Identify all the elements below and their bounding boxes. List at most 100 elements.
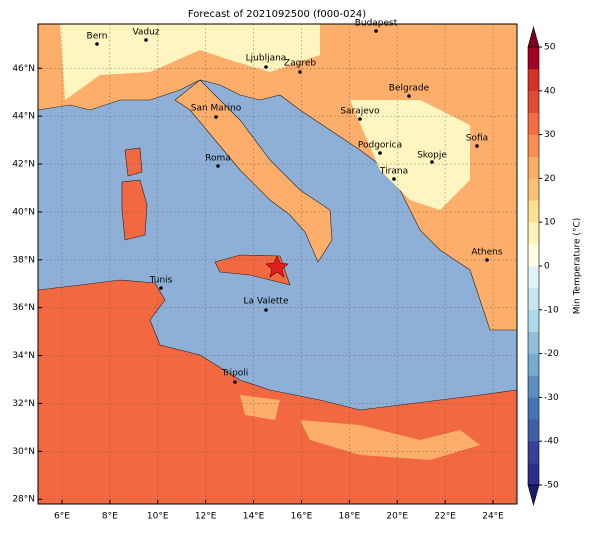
- city-dot: [298, 70, 302, 74]
- city-label: Budapest: [355, 19, 398, 29]
- colorbar-band: [528, 441, 539, 464]
- colorbar-band: [528, 353, 539, 376]
- city-dot: [264, 308, 268, 312]
- x-tick-label: 22°E: [434, 512, 456, 522]
- x-tick-label: 8°E: [102, 512, 118, 522]
- x-tick-label: 16°E: [291, 512, 313, 522]
- title: Forecast of 2021092500 (f000-024): [188, 9, 366, 20]
- colorbar-band: [528, 266, 539, 289]
- colorbar-tick-label: -50: [544, 481, 559, 491]
- x-tick-label: 10°E: [147, 512, 169, 522]
- colorbar-tick-label: 50: [544, 43, 556, 53]
- y-tick-label: 32°N: [12, 399, 35, 409]
- land-italy: [174, 79, 333, 263]
- x-tick-label: 6°E: [54, 512, 70, 522]
- cold-alps: [60, 24, 320, 100]
- city-label: Sofia: [466, 134, 488, 144]
- x-tick-label: 12°E: [195, 512, 217, 522]
- x-tick-label: 24°E: [482, 512, 504, 522]
- city-label: Tirana: [379, 167, 408, 177]
- forecast-point: [265, 255, 289, 278]
- y-tick-label: 38°N: [12, 255, 35, 265]
- city-label: La Valette: [244, 297, 289, 307]
- colorbar-band: [528, 156, 539, 179]
- city-label: Vaduz: [132, 28, 159, 38]
- colorbar-tick-label: 0: [544, 262, 550, 272]
- colorbar-band: [528, 47, 539, 70]
- city-label: Skopje: [417, 151, 447, 161]
- colorbar-tick-label: 40: [544, 86, 556, 96]
- city-label: Zagreb: [284, 59, 316, 69]
- city-dot: [475, 144, 479, 148]
- city-label: Roma: [205, 154, 231, 164]
- city-dot: [430, 160, 434, 164]
- city-dot: [485, 258, 489, 262]
- city-dot: [233, 380, 237, 384]
- cold-balkans: [350, 100, 470, 210]
- colorbar-band: [528, 287, 539, 311]
- y-tick-label: 28°N: [12, 495, 35, 505]
- colorbar-band: [528, 68, 539, 92]
- y-tick-label: 42°N: [12, 160, 35, 170]
- colorbar-tick-label: -10: [544, 305, 559, 315]
- land-sardinia: [121, 179, 148, 241]
- city-dot: [95, 42, 99, 46]
- city-dot: [378, 151, 382, 155]
- city-dot: [144, 38, 148, 42]
- y-tick-label: 40°N: [12, 207, 35, 217]
- city-label: Ljubljana: [246, 54, 287, 64]
- y-tick-label: 30°N: [12, 447, 35, 457]
- land-corsica: [124, 147, 143, 177]
- city-dot: [358, 117, 362, 121]
- colorbar-band: [528, 112, 539, 135]
- y-tick-label: 46°N: [12, 64, 35, 74]
- city-dot: [264, 65, 268, 69]
- city-label: Sarajevo: [340, 107, 380, 117]
- city-label: Tunis: [149, 276, 173, 286]
- colorbar-tick-label: -40: [544, 437, 559, 447]
- x-tick-label: 14°E: [243, 512, 265, 522]
- colorbar-tick-label: 30: [544, 130, 556, 140]
- colorbar-tick-label: -30: [544, 393, 559, 403]
- colorbar-band: [528, 200, 539, 223]
- land-patch: [300, 420, 480, 460]
- colorbar-band: [528, 178, 539, 201]
- land-sicily: [214, 254, 291, 286]
- city-label: Athens: [471, 248, 502, 258]
- colorbar-band: [528, 90, 539, 113]
- colorbar-band: [528, 463, 539, 486]
- colorbar-band: [528, 331, 539, 354]
- colorbar-band: [528, 222, 539, 245]
- city-dot: [407, 94, 411, 98]
- city-dot: [374, 29, 378, 33]
- city-label: San Marino: [191, 104, 242, 114]
- colorbar-band: [528, 309, 539, 332]
- colorbar-tick-label: 20: [544, 174, 556, 184]
- x-tick-label: 20°E: [386, 512, 408, 522]
- colorbar-tick-label: 10: [544, 218, 556, 228]
- colorbar-band: [528, 419, 539, 442]
- x-tick-label: 18°E: [339, 512, 361, 522]
- map-area: [38, 24, 517, 504]
- colorbar-label: Min Temperature (°C): [573, 218, 583, 315]
- y-tick-label: 34°N: [12, 351, 35, 361]
- colorbar-extend-high: [527, 25, 540, 48]
- colorbar-tick-label: -20: [544, 349, 559, 359]
- city-dot: [159, 286, 163, 290]
- frame: [37, 23, 518, 505]
- city-dot: [392, 177, 396, 181]
- colorbar-extend-low: [527, 484, 540, 507]
- colorbar-band: [528, 244, 539, 267]
- colorbar-band: [528, 397, 539, 420]
- land-patch: [240, 395, 280, 420]
- city-label: Tripoli: [221, 369, 249, 379]
- city-label: Podgorica: [358, 141, 402, 151]
- city-label: Bern: [87, 32, 108, 42]
- y-tick-label: 44°N: [12, 112, 35, 122]
- colorbar: -50 -40 -30 -20 -10 0 10 20 30 40 50: [527, 25, 559, 507]
- graticule: [38, 24, 517, 504]
- city-dot: [216, 164, 220, 168]
- city-dot: [214, 115, 218, 119]
- colorbar-band: [528, 375, 539, 398]
